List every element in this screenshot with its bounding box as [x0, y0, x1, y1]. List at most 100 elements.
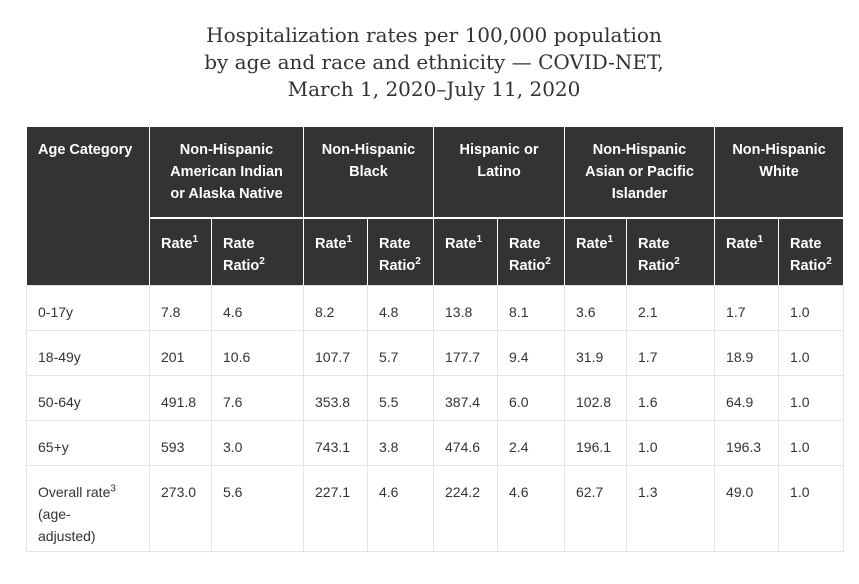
rate-ratio-cell: 1.7	[626, 329, 716, 376]
rate-ratio-cell: 1.3	[626, 464, 716, 552]
rate-ratio-cell: 1.0	[778, 374, 845, 421]
rate-ratio-cell: 7.6	[211, 374, 304, 421]
header-rate-label: Rate	[315, 236, 347, 252]
rate-cell: 491.8	[149, 374, 212, 421]
header-group-line: Black	[349, 164, 388, 180]
title-line-1: Hospitalization rates per 100,000 popula…	[206, 23, 662, 47]
header-ratio-line: Rate	[638, 236, 670, 252]
rate-cell: 62.7	[564, 464, 628, 552]
rate-cell: 107.7	[303, 329, 368, 376]
age-label: Overall rate	[38, 483, 111, 500]
footnote-marker: 2	[545, 256, 551, 268]
rate-cell: 3.6	[564, 284, 628, 331]
header-ratio-line: Rate	[509, 236, 541, 252]
header-rate-ratio: Rate Ratio2	[211, 217, 304, 285]
footnote-marker: 2	[826, 256, 832, 268]
rate-cell: 49.0	[714, 464, 780, 552]
rate-cell: 196.3	[714, 419, 780, 466]
footnote-marker: 2	[674, 256, 680, 268]
rate-cell: 743.1	[303, 419, 368, 466]
header-group-white: Non-Hispanic White	[714, 127, 845, 218]
rate-cell: 7.8	[149, 284, 212, 331]
header-rate-label: Rate	[726, 236, 758, 252]
age-cell: 0-17y	[26, 284, 150, 331]
header-rate: Rate1	[714, 217, 780, 285]
rate-ratio-cell: 4.6	[497, 464, 566, 552]
rate-ratio-cell: 1.0	[778, 419, 845, 466]
age-cell: 18-49y	[26, 329, 150, 376]
header-group-api: Non-Hispanic Asian or Pacific Islander	[564, 127, 716, 218]
rate-ratio-cell: 3.8	[366, 419, 435, 466]
header-group-hispanic: Hispanic or Latino	[433, 127, 566, 218]
header-rate-label: Rate	[161, 236, 193, 252]
age-line: adjusted)	[38, 527, 96, 544]
header-ratio-line: Ratio2	[509, 255, 558, 277]
rate-ratio-cell: 5.5	[366, 374, 435, 421]
header-ratio-label: Ratio	[509, 258, 546, 274]
title-line-3: March 1, 2020–July 11, 2020	[287, 77, 581, 101]
header-ratio-line: Rate	[790, 236, 822, 252]
header-rate-label: Rate	[445, 236, 477, 252]
age-line: Overall rate3	[38, 481, 145, 503]
rate-cell: 18.9	[714, 329, 780, 376]
footnote-marker: 1	[607, 234, 614, 246]
rate-cell: 31.9	[564, 329, 628, 376]
header-age-category: Age Category	[26, 127, 150, 285]
header-row-measures: Rate1 Rate Ratio2 Rate1 Rate Ratio2 Rate1 Rate R…	[27, 217, 845, 285]
title-line-2: by age and race and ethnicity — COVID-NE…	[204, 50, 664, 74]
rate-ratio-cell: 4.8	[366, 284, 435, 331]
age-cell: 65+y	[26, 419, 150, 466]
hospitalization-table: Age Category Non-Hispanic American India…	[26, 127, 845, 552]
rate-ratio-cell: 4.6	[366, 464, 435, 552]
table-row: 18-49y 201 10.6 107.7 5.7 177.7 9.4 31.9 1.7 18.9…	[26, 329, 845, 376]
rate-ratio-cell: 4.6	[211, 284, 304, 331]
header-rate-ratio: Rate Ratio2	[497, 217, 566, 285]
rate-ratio-cell: 5.6	[211, 464, 304, 552]
rate-cell: 201	[149, 329, 212, 376]
header-group-aian: Non-Hispanic American Indian or Alaska N…	[149, 127, 304, 218]
table-row: 50-64y 491.8 7.6 353.8 5.5 387.4 6.0 102.8 1.6 64…	[26, 374, 845, 421]
footnote-marker: 1	[192, 234, 198, 246]
rate-cell: 196.1	[564, 419, 628, 466]
header-group-line: American Indian	[170, 164, 283, 180]
header-ratio-label: Ratio	[790, 258, 827, 274]
rate-cell: 177.7	[433, 329, 499, 376]
footnote-marker: 1	[476, 234, 483, 246]
age-cell: Overall rate3 (age-adjusted)	[26, 464, 150, 552]
rate-ratio-cell: 2.1	[626, 284, 716, 331]
age-line: (age-	[38, 505, 71, 522]
footnote-marker: 1	[757, 234, 764, 246]
rate-cell: 227.1	[303, 464, 368, 552]
rate-ratio-cell: 9.4	[497, 329, 566, 376]
rate-cell: 102.8	[564, 374, 628, 421]
table-row: 65+y 593 3.0 743.1 3.8 474.6 2.4 196.1 1.0 196.3 1…	[26, 419, 845, 466]
age-cell: 50-64y	[26, 374, 150, 421]
header-ratio-line: Rate	[379, 236, 411, 252]
header-group-line: or Alaska Native	[170, 186, 283, 202]
header-ratio-label: Ratio	[379, 258, 416, 274]
page-title: Hospitalization rates per 100,000 popula…	[0, 22, 859, 103]
footnote-marker: 2	[415, 256, 421, 268]
header-row-groups: Age Category Non-Hispanic American India…	[26, 127, 845, 285]
header-group-line: Non-Hispanic	[732, 142, 826, 158]
header-group-line: Islander	[611, 186, 668, 202]
header-ratio-line: Rate	[223, 236, 255, 252]
rate-cell: 353.8	[303, 374, 368, 421]
rate-cell: 1.7	[714, 284, 780, 331]
rate-cell: 13.8	[433, 284, 499, 331]
header-rate-ratio: Rate Ratio2	[778, 217, 845, 285]
footnote-marker: 2	[259, 256, 265, 268]
header-rate: Rate1	[149, 217, 212, 285]
header-group-black: Non-Hispanic Black	[302, 127, 435, 218]
header-ratio-label: Ratio	[638, 258, 675, 274]
header-ratio-label: Ratio	[223, 258, 260, 274]
table-body: 0-17y 7.8 4.6 8.2 4.8 13.8 8.1 3.6 2.1 1.7 1.0 18-4…	[26, 284, 845, 552]
header-ratio-line: Ratio2	[223, 255, 297, 277]
header-ratio-line: Ratio2	[790, 255, 837, 277]
rate-ratio-cell: 1.6	[626, 374, 716, 421]
header-rate-ratio: Rate Ratio2	[626, 217, 716, 285]
header-rate-label: Rate	[576, 236, 608, 252]
header-rate: Rate1	[564, 217, 628, 285]
table-row: 0-17y 7.8 4.6 8.2 4.8 13.8 8.1 3.6 2.1 1.7 1.0	[26, 284, 845, 331]
rate-cell: 273.0	[149, 464, 212, 552]
